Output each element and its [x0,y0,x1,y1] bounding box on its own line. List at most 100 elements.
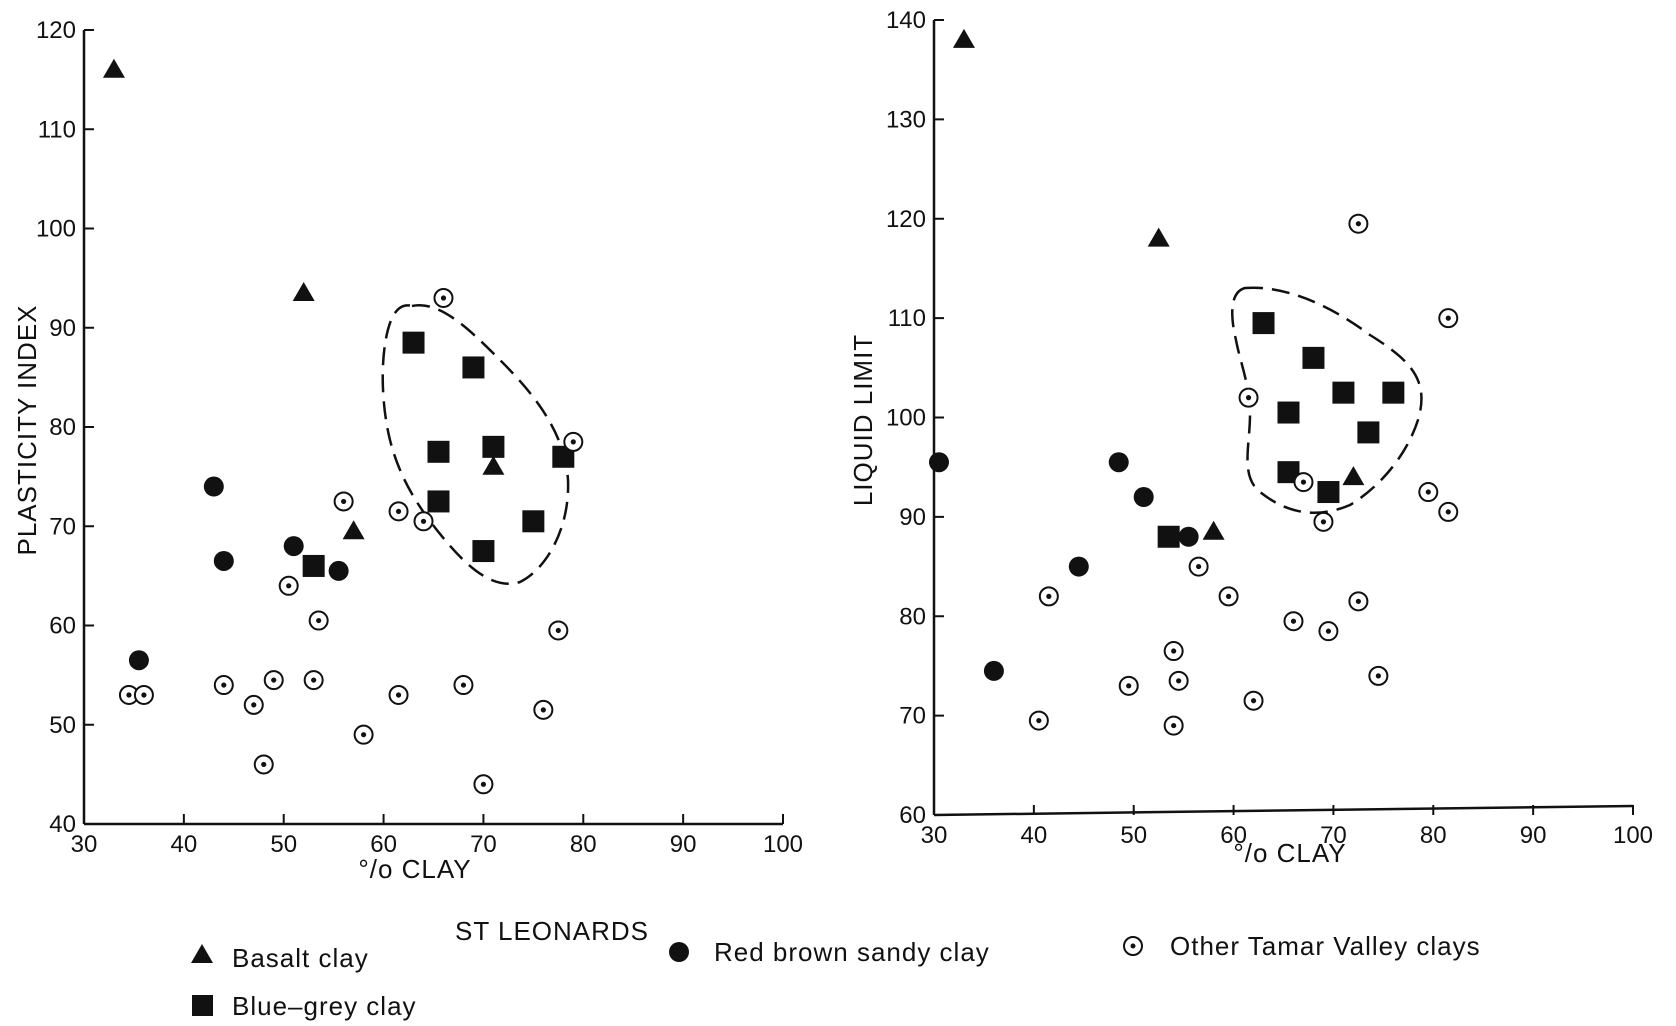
point-dot [1171,648,1177,654]
blue-grey-clay-point [427,490,450,513]
y-tick-label: 130 [886,106,926,133]
other-tamar-valley-clay-point [263,670,284,691]
blue-grey-clay-point [1157,525,1180,548]
other-tamar-valley-clay-point [1163,641,1184,662]
x-tick-label: 70 [470,831,497,858]
point-dot [1250,698,1257,704]
other-tamar-valley-clay-point [253,754,274,775]
blue-grey-clay-point [462,356,485,379]
blue-grey-clay-point [472,540,495,563]
y-tick-label: 50 [49,712,76,739]
basalt-clay-point [1202,520,1225,540]
blue-grey-clay-point [1382,381,1405,404]
point-dot [1355,221,1361,227]
point-dot [1290,618,1297,624]
y-tick-label: 40 [49,811,76,838]
other-tamar-valley-clay-point [388,684,409,705]
y-tick-label: 90 [899,504,926,531]
y-tick-label: 110 [38,116,76,143]
y-tick-label: 120 [886,206,926,233]
legend-item-blue-grey: Blue–grey clay [192,991,416,1021]
y-tick-label: 70 [49,513,76,540]
dotted-circle-icon [1123,936,1143,956]
point-dot [420,518,427,524]
other-tamar-valley-clay-point [1438,308,1459,329]
y-tick-label: 80 [899,603,926,630]
liquid-limit-chart: 30 40 50 60 70 80 90 100 60 70 80 90 100 110 120 130 140… [848,7,1653,868]
blue-grey-clay-point [427,440,450,463]
point-dot [1171,722,1177,729]
point-dot [1445,315,1451,321]
legend: Basalt clay Blue–grey clay Red brown san… [191,931,1480,1021]
basalt-clay-point [1147,227,1170,247]
x-tick-label: 50 [1120,822,1147,849]
y-tick-label: 140 [886,7,926,34]
point-dot [311,677,317,683]
y-tick-label: 70 [899,703,926,730]
other-tamar-valley-clay-point [1028,710,1049,731]
other-tamar-valley-clay-point [563,431,584,452]
y-tick-label: 80 [49,414,76,441]
blue-grey-clay-point [1317,481,1340,504]
st-leonards-boundary [381,303,570,585]
point-dot [1300,479,1307,485]
point-dot [460,682,467,688]
point-dot [1046,593,1052,599]
red-brown-sandy-clay-point [1068,556,1089,577]
other-tamar-valley-clay-point [533,699,554,720]
y-tick-label: 60 [49,613,76,640]
point-dot [1196,563,1202,570]
point-dot [440,295,447,301]
x-axis-label: °/o CLAY [1233,838,1346,868]
point-dot [1425,489,1431,495]
blue-grey-clay-point [1357,421,1380,444]
legend-label: Basalt clay [232,943,369,973]
x-tick-label: 30 [71,831,98,858]
point-dot [1320,519,1327,525]
basalt-clay-point [102,58,125,78]
point-dot [1325,628,1332,634]
y-tick-label: 90 [49,315,76,342]
other-tamar-valley-clay-point [1118,675,1139,696]
red-brown-sandy-clay-point [328,560,349,581]
blue-grey-clay-point [402,331,425,354]
other-tamar-valley-clay-point [1168,670,1189,691]
triangle-icon [191,944,213,963]
basalt-clay-point [292,282,315,302]
x-tick-label: 100 [1613,822,1653,849]
other-tamar-valley-clay-point [1218,586,1239,607]
other-tamar-valley-clay-point [1438,501,1459,522]
x-tick-label: 80 [1420,822,1447,849]
point-dot [1445,509,1451,515]
data-points [102,58,584,795]
other-tamar-valley-clay-point [1348,591,1369,612]
red-brown-sandy-clay-point [983,660,1004,681]
other-tamar-valley-clay-point [473,774,494,795]
x-axis-label: °/o CLAY [358,854,471,884]
other-tamar-valley-clay-point [433,287,454,308]
y-axis-label: LIQUID LIMIT [848,334,878,506]
red-brown-sandy-clay-point [203,476,224,497]
blue-grey-clay-point [1277,461,1300,484]
point-dot [480,781,487,787]
y-tick-label: 120 [36,17,76,44]
point-dot [261,761,267,768]
other-tamar-valley-clay-point [1238,387,1259,408]
point-dot [1176,678,1182,684]
point-dot [1375,673,1381,679]
point-dot [141,692,147,698]
y-axis-label: PLASTICITY INDEX [12,304,42,555]
x-tick-label: 40 [171,831,198,858]
data-points [928,28,1459,736]
point-dot [286,583,292,589]
blue-grey-clay-point [552,445,575,468]
other-tamar-valley-clay-point [413,511,434,532]
basalt-clay-point [1342,466,1365,486]
basalt-clay-point [342,520,365,540]
point-dot [1225,593,1232,599]
blue-grey-clay-point [302,554,325,577]
x-tick-label: 50 [270,831,297,858]
